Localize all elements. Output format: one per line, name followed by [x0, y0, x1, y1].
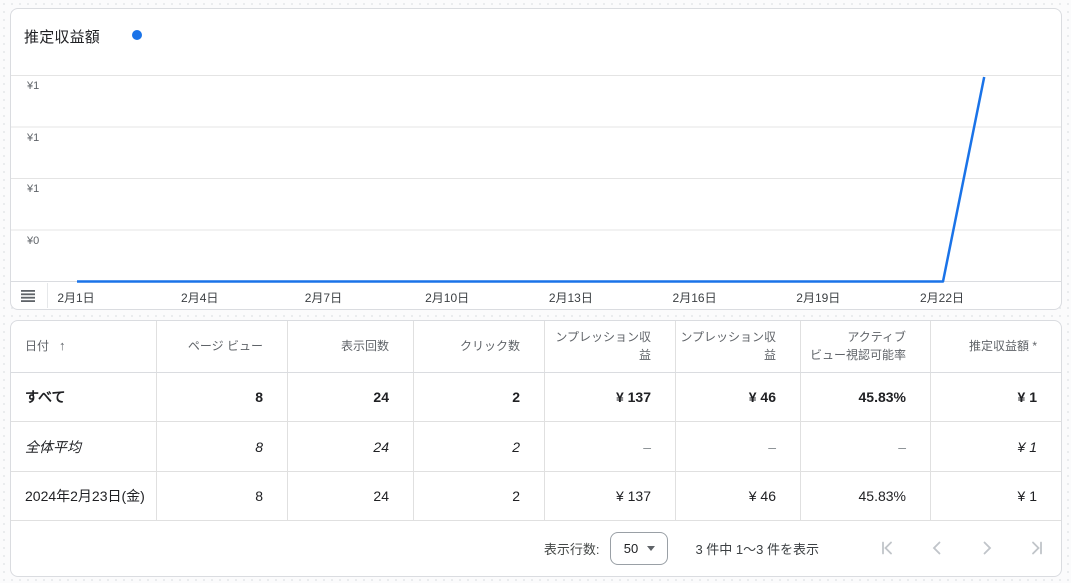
rows-per-page-label: 表示行数: [543, 541, 600, 557]
next-page-button[interactable] [975, 536, 999, 560]
earnings-chart-card: 推定収益額 ¥1 ¥1 ¥1 ¥0 2月1日 2月4日 2月7日 2月10日 2月13日 2月1… [10, 8, 1062, 310]
sort-ascending-icon: ↑ [59, 338, 66, 354]
y-axis-label: ¥1 [27, 80, 40, 92]
table-cell: – [675, 422, 800, 471]
table-cell: 24 [287, 472, 413, 520]
table-cell: 45.83% [800, 373, 930, 421]
table-cell: – [800, 422, 930, 471]
x-axis-label: 2月16日 [672, 291, 717, 305]
chevron-left-icon [932, 541, 941, 555]
table-cell: 24 [287, 422, 413, 471]
column-header-0[interactable]: 日付 ↑ [11, 321, 156, 372]
column-header-6[interactable]: アクティブ ビュー視認可能率 [800, 321, 930, 372]
y-axis-label: ¥1 [27, 132, 40, 144]
first-page-icon [882, 541, 892, 555]
chevron-down-icon [647, 545, 656, 551]
column-header-label: ンプレッション収益 [680, 330, 776, 362]
table-cell: 8 [156, 373, 287, 421]
column-header-5[interactable]: ンプレッション収益 [675, 321, 800, 372]
column-header-label: クリック数 [459, 338, 520, 353]
x-axis-label: 2月1日 [57, 291, 95, 305]
column-header-label: 推定収益額 * [968, 338, 1037, 353]
column-header-7[interactable]: 推定収益額 * [930, 321, 1061, 372]
x-axis-label: 2月4日 [181, 291, 219, 305]
table-cell: – [544, 422, 675, 471]
column-header-2[interactable]: 表示回数 [287, 321, 413, 372]
table-cell: ¥ 1 [930, 422, 1061, 471]
column-header-label: ページ ビュー [187, 338, 263, 353]
column-header-label: ンプレッション収益 [555, 330, 651, 362]
table-cell: ¥ 137 [544, 472, 675, 520]
gridlines [11, 75, 1061, 231]
table-cell: 24 [287, 373, 413, 421]
first-page-button[interactable] [875, 536, 899, 560]
column-header-label: 表示回数 [340, 338, 389, 353]
table-cell: 45.83% [800, 472, 930, 520]
table-row-1: 全体平均 8 24 2– – – ¥ 1 [11, 422, 1061, 472]
table-header-row: 日付 ↑ ページ ビュー 表示回数 クリック数 ンプレッション収益 ンプレッション収益 アクテ… [11, 321, 1061, 373]
table-cell: 2 [413, 472, 544, 520]
table-cell: ¥ 46 [675, 472, 800, 520]
table-row-0: すべて 8 24 2 ¥ 137 ¥ 46 45.83% ¥ 1 [11, 373, 1061, 422]
rows-per-page-value: 50 [623, 540, 639, 556]
table-cell: 2 [413, 422, 544, 471]
x-axis-label: 2月7日 [304, 291, 343, 305]
rows-per-page-select[interactable]: 50 [610, 531, 669, 565]
column-header-label: 日付 [25, 338, 50, 353]
chart-title: 推定収益額 [24, 29, 101, 46]
y-axis-label: ¥1 [27, 183, 40, 195]
table-cell: ¥ 1 [930, 373, 1061, 421]
y-axis-label: ¥0 [27, 235, 40, 247]
column-header-1[interactable]: ページ ビュー [156, 321, 287, 372]
table-cell: ¥ 137 [544, 373, 675, 421]
earnings-line-chart [11, 75, 1061, 283]
table-cell: 全体平均 [25, 438, 81, 455]
chevron-right-icon [983, 541, 992, 555]
pagination-nav [849, 536, 1049, 560]
last-page-button[interactable] [1025, 536, 1049, 560]
x-axis-label: 2月13日 [548, 291, 593, 305]
band-divider [47, 283, 48, 308]
table-cell: 2 [413, 373, 544, 421]
table-cell: すべて [25, 389, 66, 405]
pagination-range-text: 3 件中 1〜3 件を表示 [695, 541, 819, 557]
column-header-3[interactable]: クリック数 [413, 321, 544, 372]
column-header-4[interactable]: ンプレッション収益 [544, 321, 675, 372]
table-cell: 8 [156, 472, 287, 520]
earnings-line [77, 76, 986, 283]
table-cell: 8 [156, 422, 287, 471]
pagination-bar: 表示行数: 50 3 件中 1〜3 件を表示 [11, 521, 1061, 575]
last-page-icon [1032, 541, 1042, 555]
timeline-band[interactable]: 2月1日 2月4日 2月7日 2月10日 2月13日 2月16日 2月19日 2月22日 [11, 281, 1061, 309]
legend-dot-icon [132, 30, 142, 40]
previous-page-button[interactable] [925, 536, 949, 560]
x-axis-label: 2月22日 [919, 291, 964, 305]
x-axis-label: 2月10日 [425, 291, 470, 305]
table-cell: 2024年2月23日(金) [25, 488, 145, 504]
table-row-2: 2024年2月23日(金) 8 24 2 ¥ 137 ¥ 46 45.83% ¥ 1 [11, 472, 1061, 521]
report-table-card: 日付 ↑ ページ ビュー 表示回数 クリック数 ンプレッション収益 ンプレッション収益 アクテ… [10, 320, 1062, 577]
column-header-label: アクティブ ビュー視認可能率 [809, 330, 906, 362]
table-cell: ¥ 1 [930, 472, 1061, 520]
x-axis-label: 2月19日 [796, 291, 841, 305]
table-cell: ¥ 46 [675, 373, 800, 421]
reorder-icon[interactable] [21, 290, 35, 302]
